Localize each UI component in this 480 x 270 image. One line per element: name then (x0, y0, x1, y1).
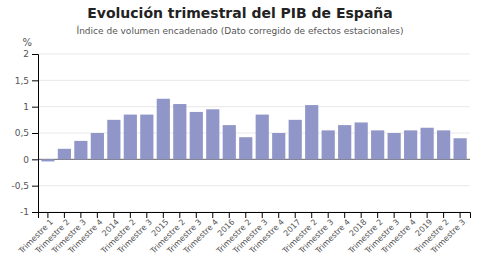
bar (157, 99, 170, 160)
y-tick-mark (32, 54, 38, 55)
y-tick: 0,5 (15, 128, 38, 138)
bar (421, 128, 434, 160)
bar (41, 159, 54, 161)
x-tick-label: Trimestre 4 (313, 217, 352, 256)
x-tick: Trimestre 3 (428, 212, 467, 256)
y-tick-label: 1 (23, 102, 29, 112)
y-tick-mark (32, 159, 38, 160)
y-tick-mark (32, 133, 38, 134)
y-tick-mark (32, 107, 38, 108)
bar (437, 130, 450, 159)
bar (223, 125, 236, 159)
plot: -1 -0,5 0 0,5 1 1,5 2 Trimestre 1Trimestre 2Tri… (11, 49, 470, 256)
x-tick-label: Trimestre 4 (181, 217, 220, 256)
x-tick-label: Trimestre 3 (428, 217, 467, 256)
bar (355, 122, 368, 159)
x-axis: Trimestre 1Trimestre 2Trimestre 3Trimest… (16, 212, 470, 256)
bar (289, 120, 302, 160)
y-tick: 0 (23, 155, 38, 165)
bar (404, 130, 417, 159)
x-axis-line (39, 213, 471, 219)
bar (371, 130, 384, 159)
y-tick-label: 2 (23, 49, 29, 59)
title: Evolución trimestral del PIB de España (87, 5, 393, 21)
x-tick-label: Trimestre 3 (115, 217, 154, 256)
y-tick-label: -1 (20, 207, 29, 217)
y-tick-mark (32, 186, 38, 187)
x-tick-label: Trimestre 4 (66, 217, 105, 256)
bars (41, 99, 466, 162)
bar (272, 133, 285, 159)
grid (38, 54, 470, 212)
y-axis-title: % (22, 37, 32, 48)
grid-line (38, 185, 470, 186)
y-tick: 1,5 (15, 76, 38, 86)
y-tick-label: 0,5 (15, 128, 29, 138)
grid-line (38, 106, 470, 107)
bar (305, 105, 318, 159)
y-tick: 2 (23, 49, 38, 59)
bar (58, 149, 71, 160)
x-tick-label: Trimestre 4 (247, 217, 286, 256)
bar (173, 104, 186, 159)
grid-line (38, 80, 470, 81)
x-tick-label: Trimestre 4 (379, 217, 418, 256)
bar (91, 133, 104, 159)
y-tick: -0,5 (11, 181, 38, 191)
bar (124, 115, 137, 160)
y-tick: 1 (23, 102, 38, 112)
bar (74, 141, 87, 159)
bar (338, 125, 351, 159)
y-tick-label: 0 (23, 155, 29, 165)
bar (388, 133, 401, 159)
y-tick-mark (32, 212, 38, 213)
y-axis: -1 -0,5 0 0,5 1 1,5 2 (11, 49, 38, 217)
bar (256, 115, 269, 160)
bar (239, 137, 252, 159)
subtitle: Índice de volumen encadenado (Dato corre… (77, 25, 404, 36)
bar (107, 120, 120, 160)
bar (190, 112, 203, 159)
bar (140, 115, 153, 160)
y-tick-label: -0,5 (11, 181, 29, 191)
y-tick: -1 (20, 207, 38, 217)
bar (322, 130, 335, 159)
bar (454, 138, 467, 159)
chart: Evolución trimestral del PIB de España Ín… (0, 0, 480, 270)
y-tick-mark (32, 80, 38, 81)
y-tick-label: 1,5 (15, 76, 29, 86)
y-axis-line (32, 55, 39, 213)
bar (206, 109, 219, 159)
grid-line (38, 54, 470, 55)
